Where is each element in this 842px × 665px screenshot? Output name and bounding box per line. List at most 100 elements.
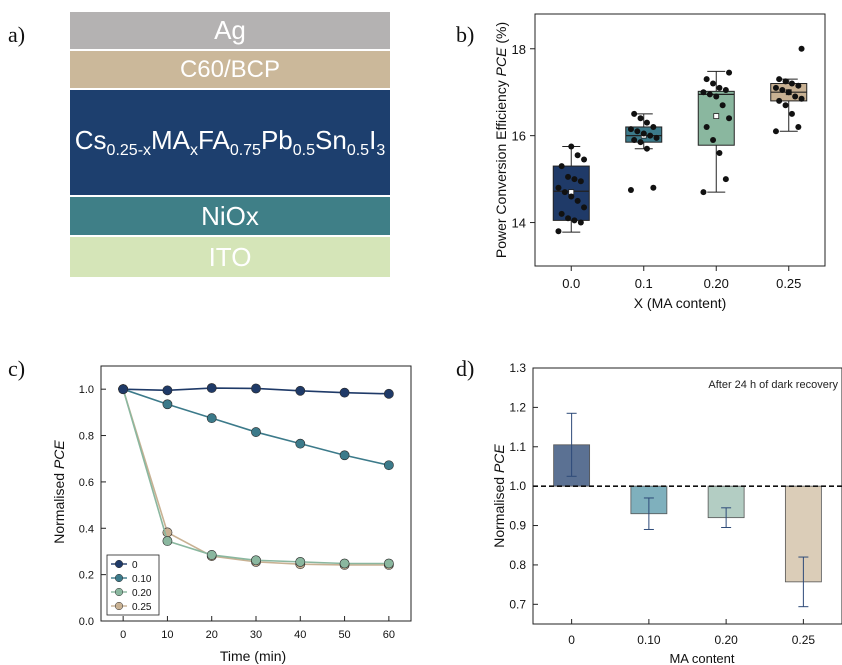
- y-tick-label: 0.4: [79, 523, 94, 535]
- legend-label: 0: [132, 560, 138, 571]
- data-point: [710, 137, 717, 143]
- layer-ag: Ag: [70, 12, 390, 51]
- series-point-0: [118, 384, 129, 395]
- series-point-0.20: [251, 555, 261, 566]
- data-point: [631, 110, 638, 117]
- series-line-0.25: [122, 388, 389, 566]
- x-tick-label: 20: [206, 629, 218, 641]
- data-point: [653, 134, 660, 141]
- data-point: [706, 91, 713, 98]
- legend-marker: [114, 573, 124, 583]
- panel-label-c: c): [8, 356, 26, 381]
- mean-marker: [713, 113, 720, 120]
- data-point: [631, 137, 638, 143]
- data-point: [716, 150, 723, 157]
- legend-marker: [114, 601, 124, 611]
- data-point: [788, 80, 795, 87]
- data-point: [568, 193, 575, 200]
- x-tick-label: 0.25: [792, 633, 816, 647]
- data-point: [577, 219, 584, 226]
- data-point: [703, 76, 710, 83]
- data-point: [634, 128, 641, 135]
- panel-label-b: b): [456, 22, 475, 47]
- data-point: [647, 132, 654, 139]
- data-point: [798, 45, 805, 52]
- y-tick-label: 16: [512, 129, 526, 144]
- panel-label-a: a): [8, 22, 26, 47]
- data-point: [577, 178, 584, 185]
- data-point: [792, 93, 799, 100]
- data-point: [700, 89, 707, 96]
- x-tick-label: 60: [383, 629, 395, 641]
- series-point-0: [295, 385, 306, 396]
- data-point: [565, 173, 572, 180]
- data-point: [627, 126, 634, 133]
- series-point-0.20: [162, 536, 173, 546]
- legend-label: 0.20: [132, 588, 152, 599]
- data-point: [788, 110, 795, 117]
- x-tick-label: 0: [120, 629, 126, 641]
- pce-boxplot: 14 16 18 0.0 0.1 0.20 0.25 X (MA content) Powe…: [493, 13, 826, 311]
- data-point: [772, 128, 779, 135]
- y-axis-label: Normalised PCE: [491, 444, 507, 548]
- legend-label: 0.10: [132, 574, 152, 585]
- annotation: After 24 h of dark recovery: [708, 379, 838, 391]
- layer-c60-label: C60/BCP: [179, 55, 281, 83]
- y-tick-label: 1.3: [509, 361, 526, 375]
- plot-frame: [532, 367, 842, 625]
- data-point: [558, 163, 565, 170]
- data-point: [703, 123, 710, 130]
- y-tick-label: 0.7: [509, 597, 526, 611]
- data-point: [581, 204, 588, 211]
- data-point: [650, 123, 657, 130]
- data-point: [779, 87, 786, 94]
- y-tick-label: 1.0: [509, 479, 526, 493]
- data-point: [772, 84, 779, 91]
- y-tick-label: 14: [512, 216, 526, 231]
- x-tick-label: 50: [338, 629, 350, 641]
- perovskite-formula: Cs0.25-xMAxFA0.75Pb0.5Sn0.5I3: [74, 124, 386, 160]
- x-axis-label: X (MA content): [634, 295, 727, 311]
- data-point: [785, 89, 792, 96]
- y-tick-label: 18: [512, 42, 526, 57]
- series-point-0: [339, 387, 350, 398]
- y-tick-label: 1.1: [509, 440, 526, 454]
- x-tick-label: 0.20: [704, 276, 729, 291]
- y-tick-label: 0.9: [509, 519, 526, 533]
- panel-label-d: d): [456, 356, 475, 381]
- layer-niox-label: NiOx: [201, 200, 259, 231]
- layer-ito-label: ITO: [208, 241, 252, 272]
- data-point: [571, 176, 578, 183]
- data-point: [558, 210, 565, 217]
- x-tick-label: 40: [294, 629, 306, 641]
- x-axis-label: Time (min): [220, 648, 286, 664]
- layer-ito: ITO: [70, 237, 390, 277]
- data-point: [776, 97, 783, 104]
- series-point-0.10: [162, 399, 173, 410]
- data-point: [798, 95, 805, 102]
- y-tick-label: 0.0: [79, 616, 94, 628]
- legend: 0 0.10 0.20 0.25: [106, 554, 160, 616]
- series-point-0: [206, 383, 217, 393]
- series-point-0.20: [383, 558, 394, 569]
- x-tick-label: 0.20: [714, 633, 738, 647]
- y-tick-label: 0.2: [79, 570, 94, 582]
- data-point: [565, 215, 572, 222]
- data-point: [627, 186, 634, 193]
- layer-c60-bcp: C60/BCP: [70, 51, 390, 90]
- data-point: [713, 93, 720, 100]
- series-point-0.10: [251, 427, 261, 437]
- data-point: [637, 115, 644, 122]
- x-tick-label: 0.0: [562, 276, 580, 291]
- data-point: [719, 102, 726, 109]
- data-point: [722, 87, 729, 94]
- data-point: [643, 145, 650, 152]
- data-point: [643, 119, 650, 126]
- legend-marker: [114, 559, 124, 569]
- data-point: [561, 189, 568, 196]
- layer-perovskite: Cs0.25-xMAxFA0.75Pb0.5Sn0.5I3: [70, 90, 390, 197]
- data-point: [782, 102, 789, 109]
- y-tick-label: 0.8: [509, 558, 526, 572]
- series-point-0.20: [339, 558, 350, 569]
- x-tick-label: 30: [250, 629, 262, 641]
